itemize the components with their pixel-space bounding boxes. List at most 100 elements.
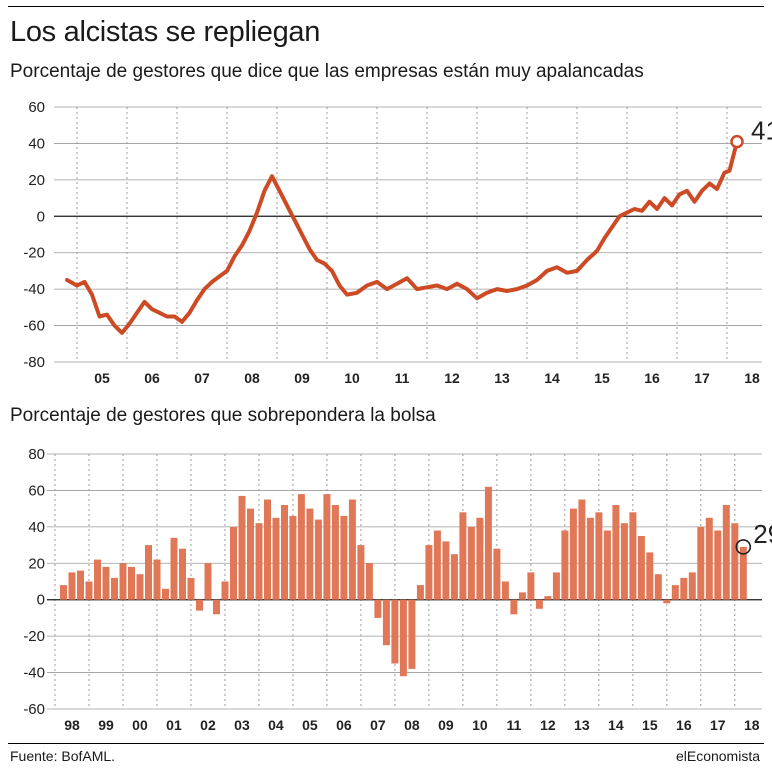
chart2-bar — [196, 599, 203, 611]
chart1-x-tick-label: 14 — [544, 370, 560, 386]
chart2-y-tick-label: 60 — [28, 482, 45, 499]
chart1-x-tick-label: 06 — [144, 370, 160, 386]
chart2-bar — [408, 599, 416, 669]
chart2-x-tick-label: 07 — [370, 717, 386, 733]
chart2-x-tick-label: 13 — [574, 717, 590, 733]
chart2-bar — [459, 512, 467, 600]
chart2-bar — [739, 546, 747, 600]
chart2-bar — [60, 585, 67, 600]
chart2-y-tick-label: 40 — [28, 519, 45, 536]
chart1-subtitle: Porcentaje de gestores que dice que las … — [10, 61, 644, 82]
chart2-bar — [714, 530, 722, 600]
chart2-bar — [399, 599, 407, 677]
chart2-bar — [569, 508, 577, 600]
chart2-x-tick-label: 18 — [744, 717, 760, 733]
chart1-end-point — [730, 134, 744, 149]
chart2-bar — [187, 577, 195, 600]
chart2-bar — [467, 526, 475, 600]
chart2-bar — [663, 599, 671, 604]
chart2-bar — [323, 494, 331, 600]
chart1-x-tick-label: 09 — [294, 370, 310, 386]
chart1-x-tick-label: 17 — [694, 370, 710, 386]
chart1-y-tick-label: -60 — [23, 318, 45, 335]
chart1-y-tick-label: 0 — [37, 208, 45, 225]
chart2-bar — [654, 574, 662, 600]
chart2-bar — [442, 541, 450, 600]
chart2-bar — [722, 505, 730, 600]
chart2-bar — [586, 517, 594, 600]
chart2-y-tick-label: 80 — [28, 446, 45, 463]
chart2-bar — [179, 548, 186, 600]
chart2-bar — [535, 599, 543, 609]
chart1-y-tick-label: 60 — [28, 99, 45, 116]
chart2-end-point — [735, 539, 752, 555]
chart2-bar — [221, 581, 229, 600]
chart2-bar — [612, 505, 620, 600]
chart2-bar — [374, 599, 382, 618]
chart2-bar — [416, 585, 424, 600]
chart2-y-tick-label: -20 — [23, 628, 45, 645]
chart2-x-tick-label: 04 — [268, 717, 284, 733]
chart2-x-tick-label: 02 — [200, 717, 216, 733]
chart2-bar — [646, 552, 654, 600]
chart2-bar — [697, 526, 705, 600]
chart2-bar — [136, 574, 144, 600]
bottom-rule — [8, 743, 764, 744]
chart2-bar — [247, 508, 254, 600]
chart2-bar — [94, 559, 101, 600]
chart2-bar — [731, 523, 739, 600]
chart2-bar — [264, 499, 271, 600]
chart2-bar — [340, 515, 348, 600]
chart2-bar — [289, 515, 297, 600]
chart2-x-tick-label: 03 — [234, 717, 250, 733]
chart2-subtitle: Porcentaje de gestores que sobrepondera … — [10, 405, 436, 426]
chart2-bar — [357, 545, 365, 600]
chart2-bar — [255, 523, 263, 600]
chart2-bar — [314, 519, 322, 600]
source-note: Fuente: BofAML. — [10, 748, 116, 764]
chart2-bar — [620, 523, 628, 600]
chart2-bar — [578, 499, 586, 600]
chart2-x-tick-label: 99 — [98, 717, 114, 733]
chart2-bar — [272, 517, 280, 600]
chart1-x-tick-label: 11 — [395, 370, 410, 386]
chart2-x-tick-label: 11 — [506, 717, 521, 733]
chart1-y-tick-label: -20 — [23, 245, 45, 262]
chart2-bar — [365, 563, 373, 600]
chart1-y-tick-label: -80 — [23, 354, 45, 371]
chart1-x-tick-label: 15 — [594, 370, 610, 386]
chart2-bar — [77, 570, 84, 600]
chart2-bar — [595, 512, 603, 600]
chart2-bar — [119, 563, 127, 600]
chart1-y-tick-label: 40 — [28, 135, 45, 152]
chart2-bar — [153, 559, 161, 600]
chart2-y-tick-label: 20 — [28, 555, 45, 572]
chart2-bar — [544, 596, 552, 600]
chart2-bar — [425, 545, 433, 600]
chart2-bar — [145, 545, 152, 600]
chart2-bar — [510, 599, 518, 615]
chart2-bar — [433, 530, 441, 600]
chart2-y-tick-label: -60 — [23, 701, 45, 718]
chart2-x-tick-label: 10 — [472, 717, 488, 733]
chart2-bar — [629, 512, 637, 600]
chart2-bar — [501, 581, 509, 600]
chart1-x-tick-label: 05 — [94, 370, 110, 386]
chart2-bar — [671, 585, 679, 600]
chart2-bar — [102, 566, 110, 600]
chart1-end-label: 41 — [751, 116, 772, 146]
chart2-bar — [170, 537, 178, 600]
chart2-x-tick-label: 16 — [676, 717, 692, 733]
chart2-bar — [331, 505, 339, 600]
chart1-x-tick-label: 13 — [494, 370, 510, 386]
chart2-x-tick-label: 12 — [540, 717, 556, 733]
chart2-x-tick-label: 98 — [64, 717, 80, 733]
chart2-bar — [68, 572, 76, 600]
chart1-x-tick-label: 10 — [344, 370, 360, 386]
chart2-bar — [450, 554, 458, 600]
chart2-bar — [85, 581, 93, 600]
chart1-x-tick-label: 16 — [644, 370, 660, 386]
chart2-bar — [561, 530, 569, 600]
equity-overweight-bar-chart: -60 -40 -20 0 20 40 60 80 98 99 00 01 02 03 04 05 06 07 08… — [23, 446, 772, 733]
chart2-bar — [476, 517, 484, 600]
